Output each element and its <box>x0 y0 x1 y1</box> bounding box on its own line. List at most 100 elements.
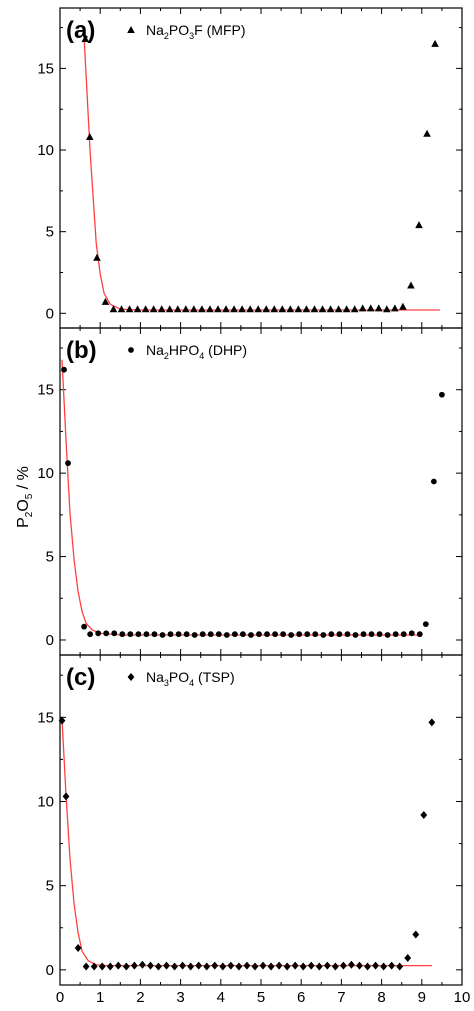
data-point <box>294 305 303 313</box>
panel-frame <box>59 7 463 329</box>
data-point <box>151 631 158 638</box>
x-tick-label: 8 <box>377 989 385 1006</box>
y-tick-label: 0 <box>46 632 54 649</box>
data-point <box>396 962 404 971</box>
data-point <box>326 305 335 313</box>
data-point <box>175 631 182 638</box>
data-point <box>187 962 195 971</box>
data-point <box>280 631 287 638</box>
legend-label-part: 2 <box>164 351 169 361</box>
data-point <box>340 961 347 970</box>
x-tick-label: 9 <box>418 989 426 1006</box>
data-point <box>167 631 174 638</box>
data-point <box>254 305 262 313</box>
data-point <box>428 718 436 727</box>
x-tick-label: 10 <box>454 989 471 1006</box>
data-point <box>286 305 295 313</box>
y-tick-label: 10 <box>37 793 54 810</box>
data-point <box>235 962 243 971</box>
data-point <box>364 962 371 971</box>
legend-label-part: 4 <box>199 351 204 361</box>
data-point <box>163 961 170 970</box>
data-point <box>318 305 327 313</box>
data-point <box>350 305 359 313</box>
data-point <box>109 305 118 313</box>
data-point <box>291 961 299 970</box>
data-point <box>90 962 98 971</box>
legend-label-part: 4 <box>189 678 194 688</box>
data-point <box>106 962 114 971</box>
data-point <box>384 632 391 638</box>
y-axis-title-part: 5 <box>24 493 35 499</box>
data-point <box>408 630 415 637</box>
data-point <box>119 631 126 638</box>
panel-frame <box>59 327 463 656</box>
data-point <box>307 961 315 970</box>
data-point <box>272 631 278 638</box>
data-point <box>262 305 271 313</box>
legend-label: Na3PO4 (TSP) <box>146 669 235 688</box>
data-point <box>264 631 270 638</box>
data-point <box>342 305 351 313</box>
data-point <box>288 632 295 638</box>
y-tick-label: 15 <box>37 709 54 726</box>
x-tick-label: 5 <box>257 989 265 1006</box>
data-point <box>415 221 423 229</box>
data-point <box>147 961 154 970</box>
data-point <box>141 305 150 313</box>
data-point <box>302 305 311 313</box>
data-point <box>296 631 303 638</box>
data-point <box>206 305 214 313</box>
data-point <box>240 631 246 638</box>
data-point <box>246 305 254 313</box>
x-tick-label: 4 <box>217 989 225 1006</box>
data-point <box>267 962 275 971</box>
data-point <box>278 305 287 313</box>
data-point <box>81 623 88 630</box>
legend-label-part: HPO <box>169 342 199 358</box>
data-point <box>416 631 423 638</box>
data-point <box>87 631 94 638</box>
legend-label-part: 3 <box>164 678 169 688</box>
data-point <box>283 962 291 971</box>
data-point <box>358 304 367 312</box>
legend-marker <box>127 673 135 681</box>
data-point <box>256 631 262 638</box>
fit-curve <box>61 718 432 967</box>
legend-label-part: (TSP) <box>194 669 234 685</box>
data-point <box>101 297 110 305</box>
data-point <box>231 631 238 638</box>
data-point <box>191 632 198 638</box>
data-point <box>111 630 118 637</box>
data-point <box>320 632 327 638</box>
data-point <box>155 962 162 971</box>
data-point <box>420 810 428 819</box>
data-point <box>299 962 307 971</box>
y-tick-label: 5 <box>46 878 54 895</box>
data-point <box>376 631 383 638</box>
data-point <box>82 962 90 971</box>
data-point <box>251 962 259 971</box>
data-point <box>183 631 190 638</box>
data-point <box>190 305 198 313</box>
legend-label-part: (DHP) <box>204 342 247 358</box>
legend-label-part: Na <box>146 342 164 358</box>
x-tick-label: 7 <box>337 989 345 1006</box>
y-tick-label: 10 <box>37 142 54 159</box>
panel-label: (c) <box>66 664 95 691</box>
fit-curve <box>83 37 440 311</box>
data-point <box>207 631 214 638</box>
data-point <box>135 631 142 638</box>
legend-label-part: PO <box>169 669 189 685</box>
y-axis-title-part: / % <box>15 466 32 494</box>
data-point <box>372 961 379 970</box>
data-point <box>356 961 363 970</box>
legend-label-part: 2 <box>164 31 169 41</box>
y-axis-title-part: P <box>15 517 32 528</box>
data-point <box>222 305 230 313</box>
data-point <box>143 631 150 638</box>
data-point <box>312 631 319 638</box>
data-point <box>323 961 331 970</box>
y-tick-label: 10 <box>37 465 54 482</box>
data-point <box>65 460 71 467</box>
